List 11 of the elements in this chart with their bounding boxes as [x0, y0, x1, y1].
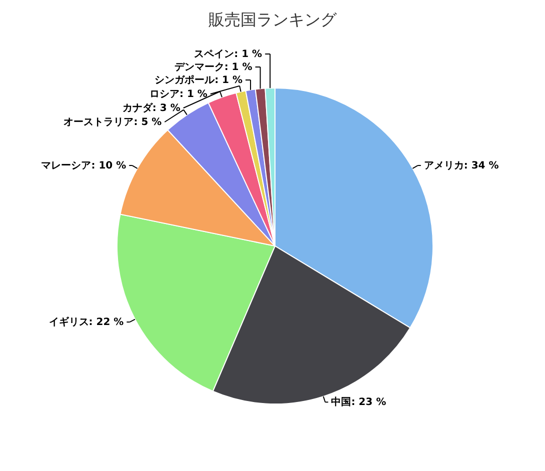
chart-title: 販売国ランキング: [208, 10, 338, 29]
slice-label: ロシア: 1 %: [149, 89, 208, 100]
slice-label: スペイン: 1 %: [194, 49, 262, 60]
slice-label: イギリス: 22 %: [48, 316, 124, 328]
slice-label: 中国: 23 %: [331, 396, 386, 408]
slice-label: カナダ: 3 %: [122, 102, 180, 114]
slice-label: シンガポール: 1 %: [154, 75, 243, 86]
slice-label: デンマーク: 1 %: [174, 62, 252, 73]
slice-label: オーストラリア: 5 %: [64, 117, 162, 128]
slice-label: マレーシア: 10 %: [41, 160, 126, 172]
slice-label: アメリカ: 34 %: [424, 160, 499, 172]
